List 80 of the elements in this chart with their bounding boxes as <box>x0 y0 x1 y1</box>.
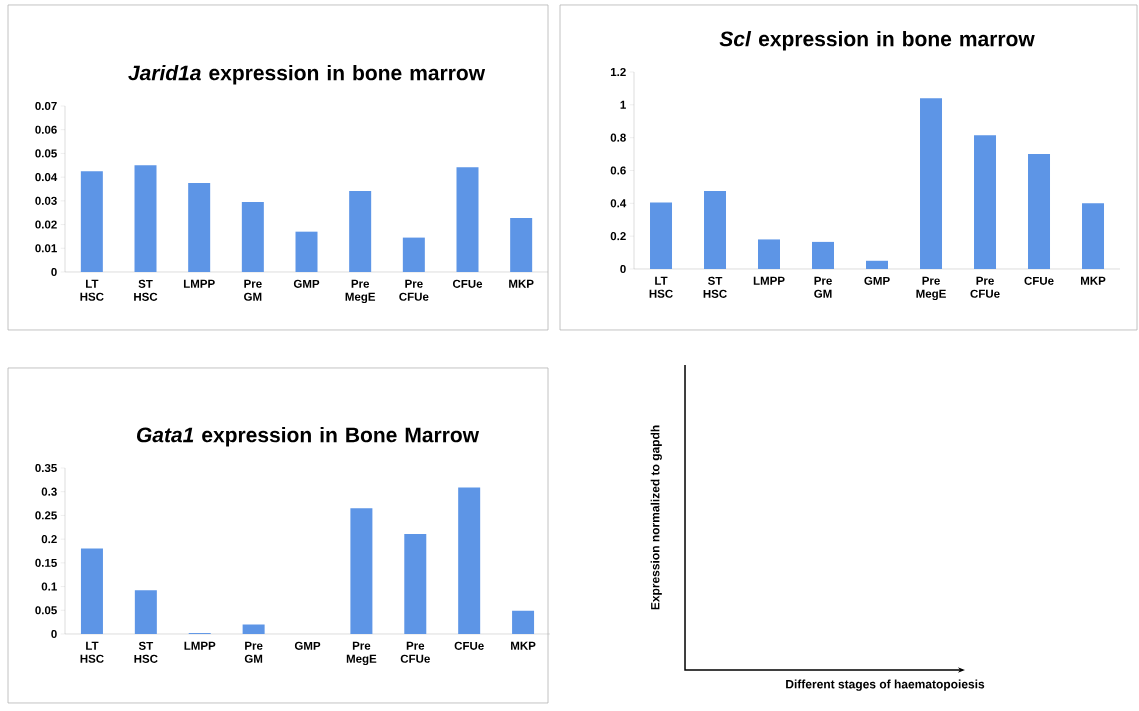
x-tick-label: Pre GM <box>244 641 263 663</box>
bar <box>349 190 372 272</box>
x-tick-label: MKP <box>509 279 534 288</box>
x-tick-label: MKP <box>511 641 536 650</box>
bar <box>350 508 373 634</box>
x-tick-label: LMPP <box>183 279 215 288</box>
y-tick-label: 0.04 <box>35 173 58 182</box>
bar <box>404 533 427 634</box>
bar <box>704 191 727 269</box>
x-tick-label: Pre CFUe <box>400 641 430 663</box>
bar <box>758 239 781 269</box>
y-tick-label: 0.2 <box>610 232 626 241</box>
bar <box>456 167 479 272</box>
x-tick-label: LMPP <box>753 276 785 285</box>
x-tick-label: Pre GM <box>814 276 832 298</box>
x-tick-label: GMP <box>864 276 890 285</box>
bar <box>1028 154 1051 269</box>
bar <box>134 590 157 634</box>
x-tick-label: CFUe <box>454 641 484 650</box>
bar <box>80 548 103 634</box>
x-tick-label: ST HSC <box>703 276 727 298</box>
y-tick-label: 0.03 <box>35 196 57 205</box>
x-tick-label: CFUe <box>452 279 483 288</box>
bar <box>188 183 211 272</box>
bar <box>812 241 835 269</box>
y-tick-label: 0.1 <box>41 582 57 591</box>
text: Different stages of haematopoiesis <box>786 679 985 691</box>
y-tick-label: 0 <box>51 629 57 639</box>
bar <box>241 202 264 272</box>
x-tick-label: Pre CFUe <box>970 276 1000 298</box>
y-tick-label: 0.02 <box>35 220 57 229</box>
bar <box>974 135 997 269</box>
x-tick-label: LMPP <box>184 641 216 650</box>
bar <box>866 260 889 269</box>
x-tick-label: Pre GM <box>244 279 262 301</box>
bar <box>295 231 318 272</box>
x-tick-label: LT HSC <box>80 641 104 663</box>
x-tick-label: Pre MegE <box>345 279 376 304</box>
y-tick-label: 0 <box>51 267 57 277</box>
bar <box>1082 203 1105 269</box>
x-tick-label: Pre MegE <box>346 641 377 666</box>
y-tick-label: 0.15 <box>35 558 57 567</box>
y-tick-label: 0.8 <box>610 133 626 142</box>
y-tick-label: 0.05 <box>35 606 57 615</box>
bar <box>510 217 533 272</box>
y-tick-label: 0.3 <box>41 487 57 496</box>
bar <box>80 171 103 272</box>
bar <box>242 624 265 634</box>
x-tick-label: ST HSC <box>134 279 158 301</box>
x-tick-label: GMP <box>293 279 320 288</box>
y-tick-label: 0.07 <box>35 101 57 111</box>
bar <box>512 610 535 634</box>
y-tick-label: 0.35 <box>35 463 57 473</box>
x-tick-label: Pre CFUe <box>399 279 429 301</box>
x-tick-label: ST HSC <box>134 641 158 663</box>
x-tick-label: CFUe <box>1024 276 1054 285</box>
x-tick-label: LT HSC <box>649 276 673 298</box>
y-tick-label: 0.4 <box>610 199 627 208</box>
x-tick-label: MKP <box>1081 276 1106 285</box>
y-tick-label: 1.2 <box>610 67 626 76</box>
text: Expression normalized to gapdh <box>650 425 662 610</box>
x-tick-label: LT HSC <box>80 279 104 301</box>
x-tick-label: Pre MegE <box>916 276 946 301</box>
y-tick-label: 1 <box>620 100 626 109</box>
chart-title: Jarid1a expression in bone marrow <box>128 64 486 85</box>
bar <box>134 165 157 272</box>
bar <box>650 202 673 269</box>
x-tick-label: GMP <box>294 641 321 650</box>
y-tick-label: 0.6 <box>610 166 626 175</box>
y-tick-label: 0.01 <box>35 244 57 253</box>
chart-title: Gata1 expression in Bone Marrow <box>137 426 480 447</box>
y-tick-label: 0 <box>620 264 626 274</box>
y-tick-label: 0.05 <box>35 149 57 158</box>
bar <box>920 98 943 269</box>
y-tick-label: 0.25 <box>35 511 57 520</box>
bar <box>458 487 481 634</box>
y-tick-label: 0.06 <box>35 125 57 134</box>
bar <box>402 237 425 272</box>
chart-title: Scl expression in bone marrow <box>719 30 1035 51</box>
y-tick-label: 0.2 <box>41 535 57 544</box>
